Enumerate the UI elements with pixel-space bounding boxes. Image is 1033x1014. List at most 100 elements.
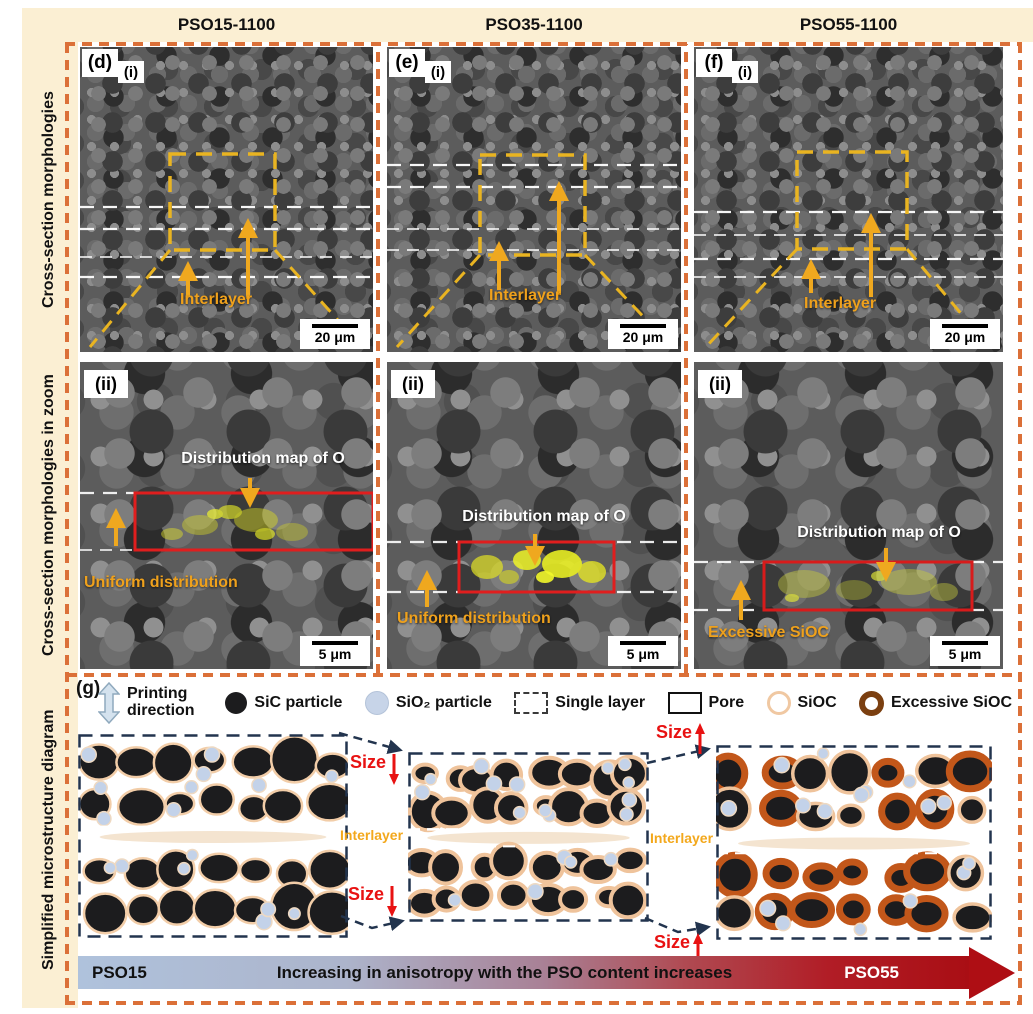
frame-border-top	[65, 42, 1022, 46]
column-divider-1	[376, 44, 380, 674]
scale-bar: 20 μm	[930, 319, 1000, 349]
pore-icon	[667, 692, 702, 714]
excessive-sioc-ring-icon	[859, 690, 885, 716]
single-layer-icon	[514, 692, 549, 714]
panel-sublabel: (i)	[425, 61, 451, 83]
distribution-annotation: Uniform distribution	[397, 610, 551, 627]
interlayer-label: Interlayer	[489, 287, 562, 304]
schematic-pso35	[403, 752, 649, 922]
sem-panel-d-ii: (ii) Distribution map of O Uniform distr…	[80, 362, 373, 669]
legend-item-printing-direction: Printing direction	[98, 682, 203, 724]
size-annotation-3: Size	[656, 722, 706, 756]
scale-bar-text: 5 μm	[948, 646, 982, 662]
scale-bar: 20 μm	[608, 319, 678, 349]
panel-d-annotations	[80, 152, 373, 349]
anisotropy-gradient-bar: PSO15 Increasing in anisotropy with the …	[78, 956, 971, 989]
frame-border-right	[1018, 42, 1022, 1005]
gradient-bar-right-label: PSO55	[844, 963, 899, 982]
scale-bar-line	[312, 324, 358, 328]
column-header-pso55: PSO55-1100	[799, 15, 898, 34]
legend-item-sioc: SiOC	[766, 691, 837, 715]
diagram-label: (g)	[76, 678, 101, 699]
size-decrease-arrow-icon	[387, 886, 398, 917]
panel-label: (f)	[696, 49, 732, 77]
scale-bar-text: 20 μm	[314, 329, 356, 345]
top-header-band	[22, 8, 1033, 42]
panel-sublabel: (i)	[118, 61, 144, 83]
interlayer-label: Interlayer	[804, 295, 877, 312]
sem-panel-d-i: (d) (i) Interlayer 20 μm	[80, 47, 373, 352]
scale-bar-text: 5 μm	[626, 646, 660, 662]
printing-direction-arrow-icon	[98, 682, 120, 724]
interlayer-label-g1: Interlayer	[340, 827, 404, 843]
interlayer-label-g2: Interlayer	[650, 830, 714, 846]
legend-item-sic-particle: SiC particle	[225, 692, 342, 714]
sic-particle-icon	[225, 692, 248, 714]
gradient-arrowhead	[969, 947, 1015, 999]
legend-item-excessive-sioc: Excessive SiOC	[859, 690, 1012, 716]
size-annotation-4: Size	[654, 932, 704, 966]
connector-arrow-2	[340, 914, 405, 932]
scale-bar-text: 20 μm	[622, 329, 664, 345]
frame-border-bottom	[65, 1001, 1022, 1005]
gradient-bar-left-label: PSO15	[92, 963, 147, 982]
panel-label: (ii)	[84, 370, 128, 398]
distribution-annotation: Uniform distribution	[84, 574, 238, 591]
size-label: Size	[350, 752, 387, 772]
legend-item-pore: Pore	[667, 692, 745, 714]
size-decrease-arrow-icon	[389, 754, 400, 785]
scale-bar-line	[312, 641, 358, 645]
distribution-map-label: Distribution map of O	[797, 524, 961, 541]
legend-label: Excessive SiOC	[891, 694, 1012, 711]
sem-panel-f-i: (f) (i) Interlayer 20 μm	[694, 47, 1003, 352]
scale-bar-text: 5 μm	[318, 646, 352, 662]
panel-e-ii-annotations	[387, 534, 681, 607]
diagram-legend: Printing direction SiC particle SiO₂ par…	[98, 679, 1018, 727]
connector-arrow-1	[338, 731, 403, 755]
panel-f-annotations	[694, 150, 1003, 349]
section-divider	[67, 673, 1020, 677]
legend-label: Single layer	[555, 694, 646, 711]
sem-panel-e-ii: (ii) Distribution map of O Uniform distr…	[387, 362, 681, 669]
legend-item-single-layer: Single layer	[514, 692, 645, 714]
scale-bar-text: 20 μm	[944, 329, 986, 345]
size-annotation-1: Size	[350, 752, 400, 786]
panel-f-ii-annotations	[694, 548, 1003, 620]
size-increase-arrow-icon	[695, 723, 706, 754]
legend-label: SiOC	[797, 694, 837, 711]
sioc-ring-icon	[766, 691, 791, 715]
interlayer-label: Interlayer	[180, 291, 253, 308]
distribution-map-label: Distribution map of O	[462, 508, 626, 525]
sem-panel-e-i: (e) (i) Interlayer 20 μm	[387, 47, 681, 352]
gradient-bar-center-label: Increasing in anisotropy with the PSO co…	[276, 963, 733, 982]
scale-bar: 5 μm	[300, 636, 370, 666]
panel-label: (d)	[82, 49, 118, 77]
scale-bar-line	[942, 324, 988, 328]
size-label: Size	[348, 884, 385, 904]
panel-label: (ii)	[391, 370, 435, 398]
distribution-map-label: Distribution map of O	[181, 450, 345, 467]
sio2-particle-icon	[364, 691, 389, 715]
column-header-pso15: PSO15-1100	[177, 15, 276, 34]
scale-bar: 5 μm	[608, 636, 678, 666]
legend-item-sio2-particle: SiO₂ particle	[364, 691, 492, 715]
schematic-pso55	[707, 745, 995, 940]
connector-arrow-3	[646, 744, 711, 765]
scale-bar: 5 μm	[930, 636, 1000, 666]
legend-label: Pore	[708, 694, 745, 711]
sem-panel-f-ii: (ii) Distribution map of O Excessive SiO…	[694, 362, 1003, 669]
panel-label: (ii)	[698, 370, 742, 398]
legend-label: Printing direction	[127, 685, 195, 719]
panel-e-annotations	[387, 153, 681, 349]
scale-bar-line	[942, 641, 988, 645]
panel-label: (e)	[389, 49, 425, 77]
scale-bar-line	[620, 324, 666, 328]
connector-arrow-4	[644, 916, 711, 937]
size-label: Size	[656, 722, 693, 742]
scale-bar: 20 μm	[300, 319, 370, 349]
size-annotation-2: Size	[348, 884, 398, 918]
panel-sublabel: (i)	[732, 61, 758, 83]
size-label: Size	[654, 932, 691, 952]
panel-d-ii-annotations	[80, 478, 373, 552]
